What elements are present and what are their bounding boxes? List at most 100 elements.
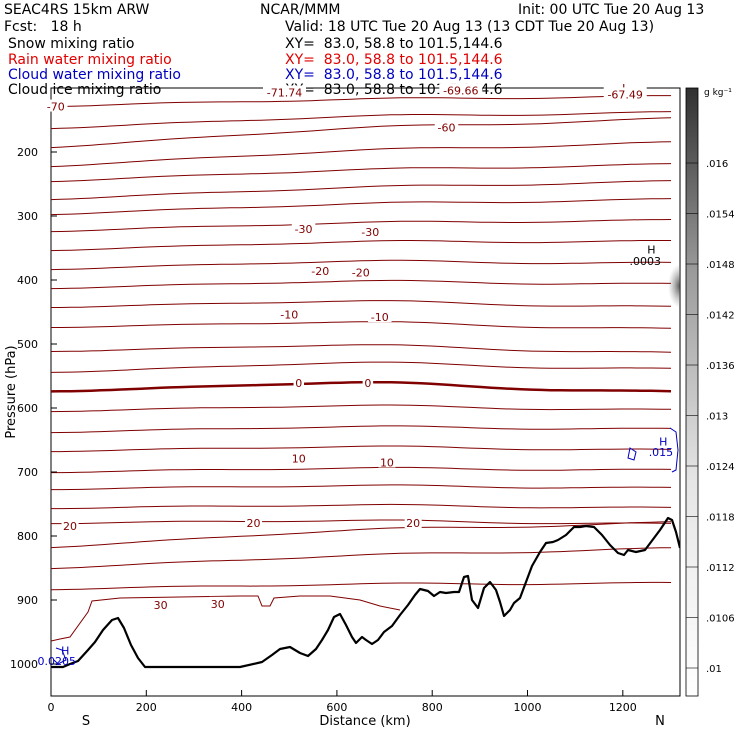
isotherm-line (51, 321, 672, 329)
x-tick-label: 0 (48, 701, 55, 714)
extremum-label: H (647, 243, 655, 256)
colorbar-label: .0142 (706, 311, 735, 322)
cloud-water-contour (669, 427, 679, 473)
colorbar-label: .0112 (706, 563, 735, 574)
colorbar-label: .0118 (706, 513, 735, 524)
contour-label: 0 (364, 377, 371, 390)
colorbar: g kg⁻¹ .016 .0154 .0148 .0142 .0136 .013 .0124… (685, 87, 735, 697)
plot-frame (50, 87, 681, 697)
y-tick-label: 900 (17, 594, 38, 607)
isotherm-zero-line (51, 380, 672, 393)
colorbar-label: .016 (706, 159, 728, 170)
contour-label-bg (61, 518, 79, 531)
isotherm-line (51, 521, 672, 549)
cloud-water-contour (627, 447, 637, 461)
valid-time: Valid: 18 UTC Tue 20 Aug 13 (13 CDT Tue … (285, 19, 655, 35)
y-tick-label: 800 (17, 530, 38, 543)
field-label-cloud-water: Cloud water mixing ratio (8, 67, 181, 83)
contour-label: 20 (406, 517, 420, 530)
contour-label: -67.49 (607, 88, 642, 101)
contour-label: -20 (311, 265, 329, 278)
colorbar-label: .0124 (706, 462, 735, 473)
isotherm-line (51, 547, 672, 570)
y-tick-label: 200 (17, 146, 38, 159)
colorbar-label: .0106 (706, 614, 735, 625)
colorbar-label: .0154 (706, 210, 735, 221)
contour-label-bg (245, 516, 263, 529)
colorbar-unit: g kg⁻¹ (704, 88, 732, 98)
contour-label-bg (434, 120, 459, 133)
isotherm-line (51, 503, 672, 510)
contour-label: -30 (361, 226, 379, 239)
contour-label: 30 (154, 599, 168, 612)
contour-label: 20 (247, 517, 261, 530)
x-tick-label: 1000 (514, 701, 542, 714)
contour-label: -70 (47, 101, 65, 114)
x-tick-label: 600 (326, 701, 347, 714)
y-tick-label: 500 (17, 338, 38, 351)
contour-label: -30 (295, 223, 313, 236)
contour-label: 20 (63, 520, 77, 533)
contour-label-bg (262, 85, 306, 98)
field-label-rain: Rain water mixing ratio (8, 52, 172, 68)
field-label-cloud-ice: Cloud ice mixing ratio (8, 82, 162, 98)
contour-label-bg (358, 225, 383, 237)
extremum-label: H (659, 435, 667, 448)
extremum-label: .0003 (629, 255, 661, 268)
field-xy-cloud-water: XY= 83.0, 58.8 to 101.5,144.6 (285, 67, 503, 83)
colorbar-label: .0136 (706, 361, 735, 372)
isotherm-line (51, 219, 672, 233)
isotherm-line (51, 180, 672, 201)
field-xy-rain: XY= 83.0, 58.8 to 101.5,144.6 (285, 52, 503, 68)
isotherm-line (51, 141, 672, 168)
isotherm-line (51, 445, 672, 453)
field-label-snow: Snow mixing ratio (8, 36, 135, 52)
extremum-label: 0.0205 (37, 655, 76, 668)
contour-label-bg (368, 310, 392, 323)
contour-label-bg (404, 516, 422, 529)
isotherm-line (51, 484, 672, 491)
x-axis-label: Distance (km) (319, 714, 410, 729)
x-end-label-south: S (82, 714, 90, 729)
colorbar-label: .0148 (706, 260, 735, 271)
y-tick-label: 600 (17, 402, 38, 415)
contour-label-bg (277, 307, 302, 320)
terrain-line (51, 516, 680, 669)
forecast-hour: Fcst: 18 h (4, 19, 82, 35)
contour-label: 0 (295, 377, 302, 390)
isotherm-line (51, 300, 672, 308)
isotherm-line (51, 279, 672, 290)
y-axis-label: Pressure (hPa) (4, 345, 19, 438)
isotherm-line (51, 581, 672, 591)
contour-label-bg (290, 451, 308, 464)
contour-label-bg (209, 596, 227, 609)
x-tick-label: 800 (422, 701, 443, 714)
y-tick-label: 700 (17, 466, 38, 479)
contour-label-bg (348, 265, 373, 278)
contour-label: 10 (292, 453, 306, 466)
contour-label-bg (44, 99, 68, 112)
isotherm-line-30 (51, 595, 401, 642)
contour-label-bg (603, 87, 647, 100)
isotherm-line (51, 198, 672, 216)
colorbar-label: .01 (706, 664, 722, 675)
isotherm-line (51, 466, 672, 474)
isotherm-line (51, 404, 672, 413)
contour-label: -60 (438, 122, 456, 135)
y-tick-label: 400 (17, 274, 38, 287)
extremum-label: .015 (649, 446, 674, 459)
contour-label: -20 (352, 266, 370, 279)
colorbar-gradient (685, 87, 699, 697)
cloud-water-contour (53, 647, 67, 665)
cloud-ice-blob (668, 264, 680, 308)
contour-label: -69.66 (443, 85, 478, 98)
isotherm-line (51, 425, 672, 434)
extremum-label: H (61, 645, 69, 658)
y-tick-label: 1000 (10, 658, 38, 671)
x-tick-label: 200 (136, 701, 157, 714)
contour-label: -71.74 (267, 86, 302, 99)
colorbar-label: .013 (706, 412, 728, 423)
isotherm-line (51, 240, 671, 252)
contour-label-bg (378, 455, 396, 468)
contour-label-bg (291, 221, 316, 234)
